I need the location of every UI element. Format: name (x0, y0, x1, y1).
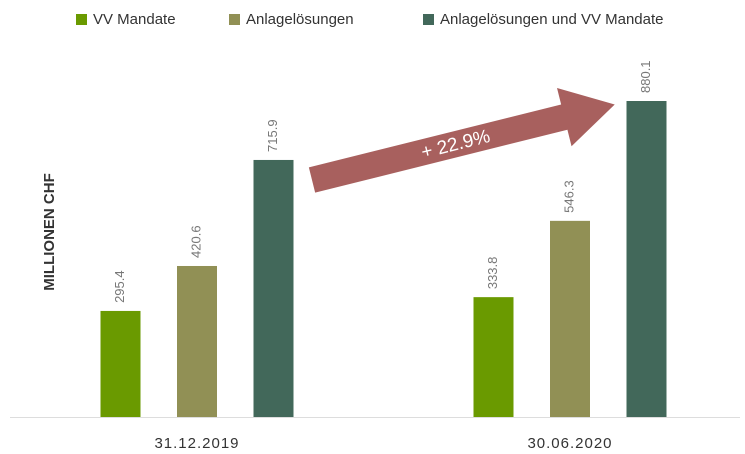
bar (100, 310, 141, 417)
legend-swatch (229, 14, 240, 25)
x-tick-label: 31.12.2019 (154, 435, 239, 452)
bar (626, 101, 667, 417)
value-label: 333.8 (485, 257, 500, 290)
value-label: 715.9 (265, 119, 280, 152)
value-label: 880.1 (638, 60, 653, 93)
value-label: 420.6 (188, 225, 203, 258)
value-label: 546.3 (561, 180, 576, 213)
legend-label: Anlagelösungen und VV Mandate (440, 11, 664, 28)
value-label: 295.4 (112, 270, 127, 303)
x-tick-label: 30.06.2020 (527, 435, 612, 452)
arrow-shape (308, 87, 615, 193)
bar (177, 265, 217, 417)
legend-label: VV Mandate (93, 11, 176, 28)
bar (550, 220, 590, 417)
bar (253, 159, 294, 417)
legend-swatch (76, 14, 87, 25)
y-axis-label: MILLIONEN CHF (41, 173, 58, 291)
legend-swatch (423, 14, 434, 25)
bar (473, 297, 514, 417)
legend-label: Anlagelösungen (246, 11, 354, 28)
